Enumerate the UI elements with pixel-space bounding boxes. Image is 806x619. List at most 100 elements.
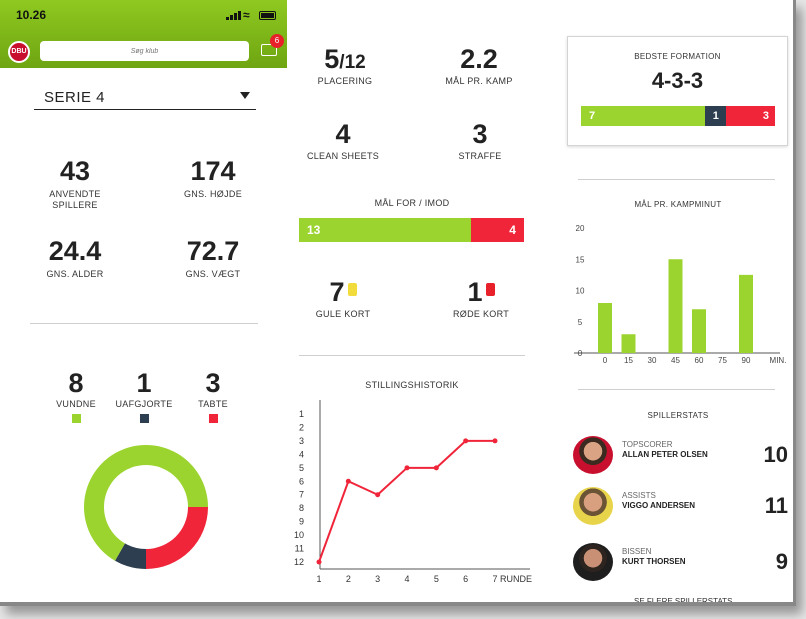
stat-players-value: 43 [59,156,91,186]
summary-penalties: 3 STRAFFE [445,119,515,162]
avatar [573,436,613,474]
summary-placement-value: 5 [324,44,340,74]
serie-dropdown[interactable]: SERIE 4 [34,84,256,110]
player-stat-value: 10 [763,442,788,467]
summary-clean-sheets-label: CLEAN SHEETS [306,151,380,161]
signal-icon [226,11,241,20]
inbox-icon[interactable] [261,44,277,56]
avatar [573,487,613,525]
summary-penalties-label: STRAFFE [458,151,502,161]
legend-navy-dot [139,414,149,423]
x-tick-label: 90 [742,356,751,365]
y-tick-label: 15 [576,255,585,264]
goals-for-segment: 13 [299,218,472,242]
x-tick-label: 2 [346,574,351,584]
minute-bar [739,274,753,353]
summary-goals-per-game: 2.2 MÅL PR. KAMP [439,44,519,87]
dbu-logo[interactable]: DBU [8,41,30,63]
summary-placement-of: /12 [339,52,366,73]
red-cards-value: 1 [467,277,483,307]
minute-chart-title: MÅL PR. KAMPMINUT [634,200,722,209]
stat-height: 174 GNS. HØJDE [173,156,253,200]
serie-dropdown-label: SERIE 4 [44,89,106,106]
formation-won-segment: 7 [581,106,706,126]
divider [578,179,775,180]
stat-height-label: GNS. HØJDE [183,189,242,199]
notification-badge: 6 [270,34,284,48]
x-tick-label: 45 [671,356,680,365]
yellow-card-icon [347,283,357,296]
search-input[interactable] [40,41,249,61]
minute-bar [668,259,683,353]
x-tick-label: 0 [603,356,608,365]
yellow-cards-label: GULE KORT [315,309,371,319]
stat-players: 43 ANVENDTE SPILLERE [35,156,115,211]
y-tick-label: 0 [578,349,583,358]
record-draw-value: 1 [136,368,152,398]
donut-won-slice [84,445,208,561]
history-point [345,478,351,484]
record-won-value: 8 [68,368,84,398]
status-time: 10.26 [16,8,47,22]
history-point [375,492,381,498]
y-tick-label: 10 [576,287,585,296]
wifi-icon: ≈ [243,8,250,22]
summary-placement-label: PLACERING [317,76,373,86]
x-axis-label: MIN. [770,356,787,365]
minute-bar [692,309,706,353]
battery-icon [259,11,276,20]
yellow-cards: 7 GULE KORT [303,277,383,320]
y-tick-label: 20 [576,224,585,233]
player-stats-title: SPILLERSTATS [647,411,709,420]
record-draw: 1 UAFGJORTE [106,368,182,428]
x-tick-label: 6 [463,574,468,584]
stat-age-value: 24.4 [48,236,102,266]
red-card-icon [485,283,495,296]
goals-for-against-bar: 13 4 [299,218,524,242]
stat-weight: 72.7 GNS. VÆGT [173,236,253,280]
formation-draw-segment: 1 [705,106,727,126]
goals-against-segment: 4 [471,218,524,242]
x-tick-label: 3 [375,574,380,584]
player-stat-row[interactable]: ASSISTS VIGGO ANDERSEN 11 [573,487,793,527]
y-tick-label: 5 [299,463,304,473]
stat-age: 24.4 GNS. ALDER [35,236,115,280]
player-name: KURT THORSEN [622,557,686,566]
y-tick-label: 4 [299,449,304,459]
x-tick-label: 60 [695,356,704,365]
record-draw-label: UAFGJORTE [115,399,173,409]
summary-goals-per-game-label: MÅL PR. KAMP [445,76,513,86]
summary-placement: 5/12 PLACERING [310,44,380,87]
history-chart-title: STILLINGSHISTORIK [365,380,459,390]
player-stat-value: 9 [775,549,788,574]
summary-clean-sheets-value: 4 [335,119,351,149]
formation-title: BEDSTE FORMATION [634,52,721,61]
x-tick-label: 7 [492,574,497,584]
stat-weight-value: 72.7 [186,236,240,266]
formation-bar: 7 1 3 [581,106,775,126]
record-lost: 3 TABTE [183,368,243,428]
legend-green-dot [71,414,81,423]
minute-bar [598,303,612,353]
stat-height-value: 174 [190,156,236,186]
player-name: ALLAN PETER OLSEN [622,450,708,459]
formation-card: BEDSTE FORMATION 4-3-3 7 1 3 [567,36,788,146]
x-tick-label: 5 [434,574,439,584]
more-player-stats-link[interactable]: SE FLERE SPILLERSTATS [634,597,733,606]
history-point [433,465,439,471]
history-point [492,438,498,444]
player-role: TOPSCORER [622,440,673,449]
formation-value: 4-3-3 [651,68,704,93]
y-tick-label: 7 [299,490,304,500]
app-header: 10.26 ≈ DBU 6 [0,0,287,68]
summary-clean-sheets: 4 CLEAN SHEETS [303,119,383,162]
record-won-label: VUNDNE [56,399,96,409]
red-cards-label: RØDE KORT [452,309,510,319]
red-cards: 1 RØDE KORT [441,277,521,320]
summary-penalties-value: 3 [472,119,488,149]
minute-bar-chart: 0 5 10 15 20 0 15 30 45 60 75 90 MIN. [574,224,787,365]
record-lost-label: TABTE [198,399,228,409]
player-stat-row[interactable]: BISSEN KURT THORSEN 9 [573,543,793,583]
player-stat-row[interactable]: TOPSCORER ALLAN PETER OLSEN 10 [573,436,793,476]
